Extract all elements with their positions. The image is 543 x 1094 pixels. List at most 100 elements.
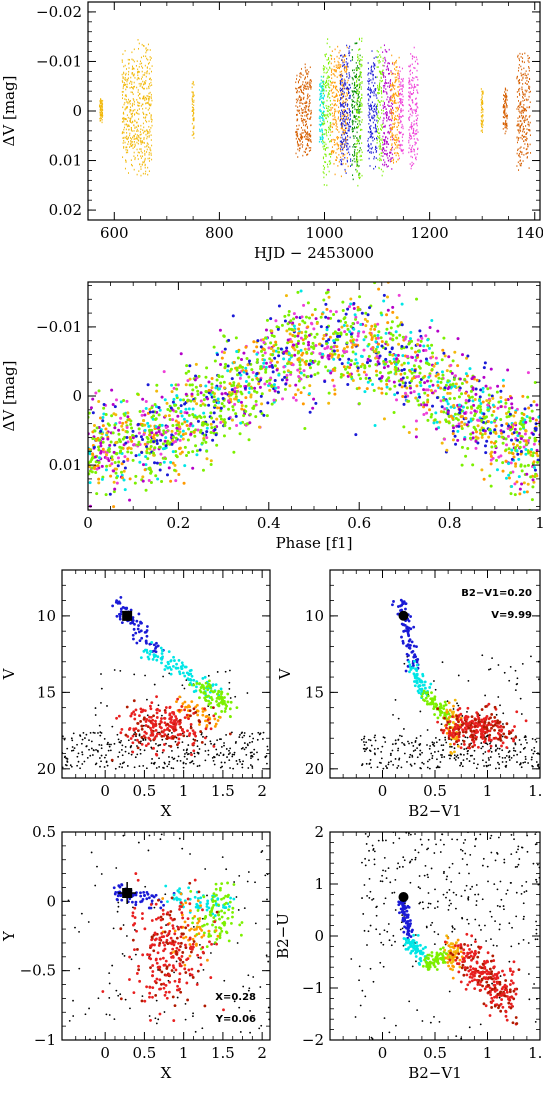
lightcurve-point xyxy=(400,99,402,101)
lightcurve-point xyxy=(356,110,358,113)
phase-point xyxy=(323,380,327,384)
lightcurve-point xyxy=(357,139,359,141)
lightcurve-point xyxy=(522,117,524,120)
lightcurve-point xyxy=(391,147,393,150)
lightcurve-point xyxy=(378,88,380,91)
lightcurve-point xyxy=(506,124,508,126)
lightcurve-point xyxy=(134,108,136,111)
lightcurve-point xyxy=(319,130,321,132)
lightcurve-point xyxy=(360,71,362,74)
lightcurve-point xyxy=(323,102,325,104)
phase-point xyxy=(364,335,368,339)
lightcurve-point xyxy=(505,115,507,118)
lightcurve-point xyxy=(338,160,340,163)
phase-point xyxy=(401,354,405,358)
lightcurve-point xyxy=(520,164,522,167)
lightcurve-point xyxy=(372,139,374,142)
phase-point xyxy=(157,430,161,434)
lightcurve-point xyxy=(374,108,376,110)
lightcurve-point xyxy=(376,108,378,110)
lightcurve-point xyxy=(326,84,328,87)
phase-point xyxy=(395,336,399,340)
lightcurve-point xyxy=(398,80,400,82)
lightcurve-point xyxy=(524,52,526,55)
lightcurve-point xyxy=(307,88,309,90)
lightcurve-point xyxy=(342,56,344,58)
lightcurve-point xyxy=(371,101,373,104)
lightcurve-point xyxy=(343,78,345,81)
lightcurve-point xyxy=(145,107,147,110)
lightcurve-point xyxy=(128,98,130,101)
lightcurve-point xyxy=(528,116,530,118)
lightcurve-point xyxy=(390,151,392,154)
lightcurve-point xyxy=(347,139,349,141)
lightcurve-point xyxy=(359,60,361,62)
lightcurve-point xyxy=(353,150,355,153)
lightcurve-point xyxy=(352,93,354,96)
lightcurve-point xyxy=(325,143,327,146)
lightcurve-point xyxy=(193,119,195,122)
phase-point xyxy=(187,407,191,411)
lightcurve-point xyxy=(142,132,144,134)
lightcurve-point xyxy=(400,85,402,87)
lightcurve-point xyxy=(341,115,343,117)
lightcurve-point xyxy=(359,176,361,179)
phase-point xyxy=(515,444,519,448)
lightcurve-points xyxy=(99,37,532,187)
lightcurve-point xyxy=(527,60,529,62)
lightcurve-point xyxy=(346,118,348,121)
lightcurve-point xyxy=(336,126,338,128)
lightcurve-point xyxy=(322,137,324,139)
lightcurve-point xyxy=(346,88,348,91)
lightcurve-point xyxy=(400,101,402,103)
phase-point xyxy=(368,364,372,368)
phase-point xyxy=(391,310,395,314)
lightcurve-point xyxy=(320,129,322,132)
lightcurve-point xyxy=(332,151,334,154)
lightcurve-point xyxy=(395,141,397,144)
phase-point xyxy=(279,347,283,351)
lightcurve-point xyxy=(377,129,379,131)
lightcurve-point xyxy=(332,130,334,133)
lightcurve-point xyxy=(348,97,350,99)
lightcurve-point xyxy=(295,105,297,107)
lightcurve-point xyxy=(388,101,390,104)
lightcurve-point xyxy=(352,77,354,80)
phase-point xyxy=(157,413,161,417)
lightcurve-point xyxy=(388,131,390,134)
lightcurve-point xyxy=(503,116,505,119)
phase-point xyxy=(426,344,430,348)
lightcurve-point xyxy=(390,70,392,72)
lightcurve-point xyxy=(346,122,348,124)
lightcurve-point xyxy=(482,108,484,111)
lightcurve-point xyxy=(349,115,351,117)
lightcurve-point xyxy=(296,101,298,104)
lightcurve-point xyxy=(149,112,151,115)
lightcurve-point xyxy=(140,155,142,157)
lightcurve-point xyxy=(149,77,151,80)
lightcurve-point xyxy=(381,109,383,111)
lightcurve-point xyxy=(518,100,520,102)
lightcurve-point xyxy=(320,75,322,78)
lightcurve-point xyxy=(381,92,383,95)
lightcurve-point xyxy=(303,96,305,99)
phase-point xyxy=(100,464,104,468)
lightcurve-point xyxy=(129,120,131,122)
lightcurve-point xyxy=(518,115,520,118)
lightcurve-point xyxy=(415,108,417,111)
phase-point xyxy=(144,444,148,448)
lightcurve-point xyxy=(390,110,392,113)
lightcurve-point xyxy=(357,112,359,114)
lightcurve-point xyxy=(341,134,343,136)
phase-point xyxy=(389,326,393,330)
lightcurve-point xyxy=(148,136,150,138)
phase-point xyxy=(163,398,167,402)
lightcurve-point xyxy=(355,91,357,93)
phase-point xyxy=(489,458,493,462)
lightcurve-point xyxy=(410,69,412,72)
lightcurve-point xyxy=(140,82,142,85)
lightcurve-point xyxy=(384,84,386,87)
phase-point xyxy=(174,410,178,414)
lightcurve-point xyxy=(367,88,369,90)
lightcurve-point xyxy=(129,108,131,111)
